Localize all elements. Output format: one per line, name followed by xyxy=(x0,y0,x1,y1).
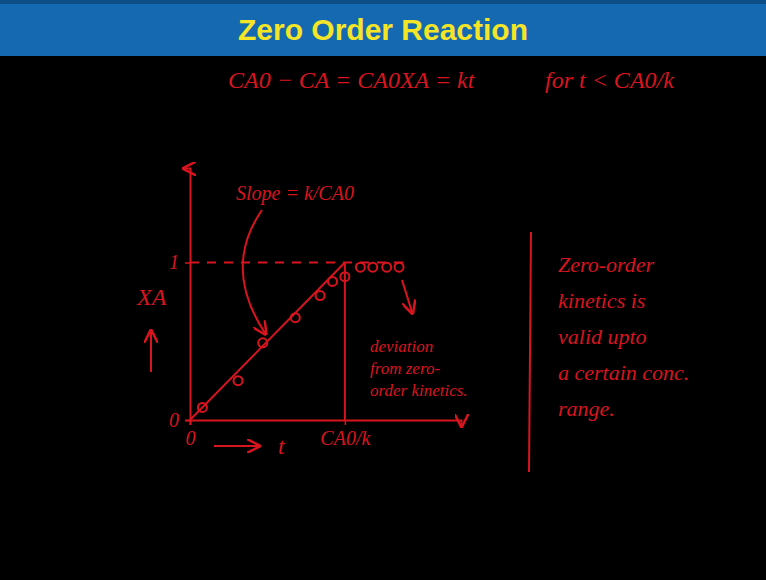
background xyxy=(0,0,766,580)
side-note: a certain conc. xyxy=(558,360,689,385)
tick-label: 1 xyxy=(169,251,179,273)
side-note: range. xyxy=(558,396,615,421)
header-edge xyxy=(0,0,766,4)
tick-mark xyxy=(185,262,190,264)
x-axis-line xyxy=(191,421,462,426)
side-note: valid upto xyxy=(558,324,647,349)
data-point xyxy=(395,263,404,272)
data-point xyxy=(234,376,243,385)
slide: Zero Order Reaction010CA0/kXAtCA0 − CA =… xyxy=(0,0,766,580)
side-note: Zero-order xyxy=(558,252,655,277)
side-note: kinetics is xyxy=(558,288,645,313)
tick-mark xyxy=(190,420,192,425)
equation: CA0 − CA = CA0XA = kt xyxy=(228,67,476,93)
tick: 0 xyxy=(186,420,196,449)
data-point xyxy=(198,403,207,412)
data-point xyxy=(368,263,377,272)
slope-arrow xyxy=(243,210,265,333)
tick-mark xyxy=(185,420,190,422)
x-axis-title: t xyxy=(278,433,286,459)
deviation-note: order kinetics. xyxy=(370,381,468,400)
y-axis: 01 xyxy=(169,169,191,431)
deviation-note: deviation xyxy=(370,337,433,356)
data-point xyxy=(316,291,325,300)
x-title-arrow xyxy=(214,445,258,447)
data-point xyxy=(356,263,365,272)
data-point xyxy=(291,313,300,322)
deviation-note: from zero- xyxy=(370,359,440,378)
data-point xyxy=(258,338,267,347)
header-bar xyxy=(0,0,766,56)
separator xyxy=(529,232,531,472)
y-title-arrow xyxy=(150,332,152,372)
y-axis-line xyxy=(185,169,191,421)
title: Zero Order Reaction xyxy=(238,13,528,46)
data-point xyxy=(340,272,349,281)
tick-mark xyxy=(345,420,347,425)
data-point xyxy=(382,263,391,272)
data-line xyxy=(190,263,345,421)
tick-label: 0 xyxy=(186,427,196,449)
y-axis-title: XA xyxy=(136,284,167,310)
equation-condition: for t < CA0/k xyxy=(545,67,674,93)
slope-label: Slope = k/CA0 xyxy=(236,182,354,205)
tick: CA0/k xyxy=(320,420,371,449)
x-axis: 0 CA0/k xyxy=(186,420,462,449)
data-point xyxy=(328,277,337,286)
tick-label: CA0/k xyxy=(320,427,371,449)
tick-label: 0 xyxy=(169,409,179,431)
deviation-arrow xyxy=(402,280,412,312)
data-line xyxy=(344,263,346,421)
tick: 1 xyxy=(169,251,190,273)
